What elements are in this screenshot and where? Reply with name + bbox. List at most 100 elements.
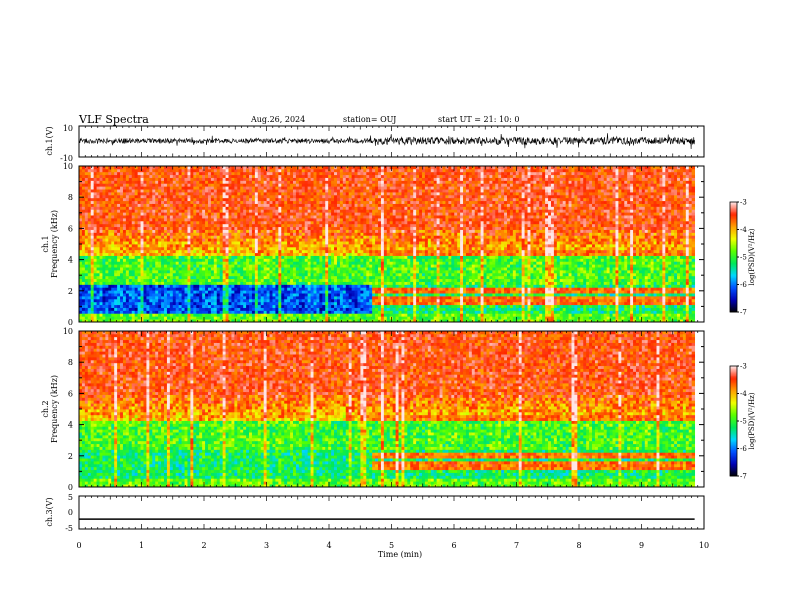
spectrogram-cell (178, 189, 182, 193)
spectrogram-cell (219, 183, 224, 187)
spectrogram-cell (190, 270, 194, 274)
spectrogram-cell (287, 313, 291, 317)
spectrogram-cell (81, 252, 86, 256)
spectrogram-cell (87, 226, 92, 230)
spectrogram-cell (293, 258, 297, 262)
spectrogram-cell (134, 232, 139, 236)
spectrogram-cell (178, 310, 182, 314)
spectrogram-cell (219, 174, 224, 178)
spectrogram-cell (149, 264, 153, 268)
spectrogram-cell (190, 229, 194, 233)
spectrogram-cell (328, 183, 332, 187)
spectrogram-cell (240, 194, 244, 199)
spectrogram-cell (128, 171, 133, 176)
spectrogram-cell (275, 166, 279, 170)
spectrogram-cell (187, 293, 191, 297)
spectrogram-cell (172, 212, 177, 216)
spectrogram-cell (272, 316, 276, 320)
spectrogram-cell (281, 192, 285, 196)
spectrogram-cell (96, 180, 100, 184)
spectrogram-cell (307, 203, 311, 207)
spectrogram-cell (134, 200, 139, 204)
spectrogram-cell (295, 200, 300, 204)
spectrogram-cell (287, 189, 291, 193)
spectrogram-cell (125, 278, 130, 282)
spectrogram-cell (263, 180, 268, 184)
spectrogram-cell (284, 272, 288, 277)
spectrogram-cell (193, 307, 197, 311)
spectrogram-cell (99, 249, 103, 254)
spectrogram-cell (325, 298, 329, 303)
spectrogram-cell (146, 287, 150, 291)
spectrogram-cell (339, 226, 344, 230)
spectrogram-cell (105, 209, 109, 213)
spectrogram-cell (205, 264, 209, 268)
spectrogram-cell (143, 270, 147, 274)
spectrogram-cell (111, 278, 115, 282)
spectrogram-cell (128, 287, 133, 291)
spectrogram-cell (178, 168, 182, 173)
spectrogram-cell (102, 177, 106, 181)
spectrogram-cell (287, 255, 291, 259)
spectrogram-cell (122, 264, 127, 268)
spectrogram-cell (164, 241, 168, 245)
spectrogram-cell (87, 192, 92, 196)
spectrogram-cell (155, 281, 159, 285)
spectrogram-cell (295, 241, 300, 245)
spectrogram-cell (342, 226, 347, 230)
spectrogram-cell (146, 270, 150, 274)
spectrogram-cell (164, 249, 168, 254)
spectrogram-cell (131, 192, 136, 196)
spectrogram-cell (117, 246, 121, 251)
spectrogram-cell (190, 296, 194, 300)
spectrogram-cell (260, 229, 265, 233)
spectrogram-cell (342, 316, 347, 320)
spectrogram-cell (272, 301, 276, 306)
spectrogram-cell (93, 212, 97, 216)
spectrogram-cell (90, 206, 95, 210)
spectrogram-cell (345, 171, 350, 176)
spectrogram-cell (293, 281, 297, 285)
spectrogram-cell (243, 206, 247, 210)
spectrogram-cell (199, 298, 203, 303)
spectrogram-cell (90, 284, 95, 288)
spectrogram-cell (166, 252, 171, 256)
spectrogram-cell (169, 319, 174, 323)
spectrogram-cell (298, 180, 303, 184)
spectrogram-cell (243, 255, 247, 259)
spectrogram-cell (181, 171, 185, 176)
spectrogram-cell (281, 209, 285, 213)
spectrogram-cell (231, 226, 235, 230)
spectrogram-cell (295, 223, 300, 228)
spectrogram-cell (251, 255, 256, 259)
spectrogram-cell (310, 301, 314, 306)
spectrogram-cell (93, 293, 97, 297)
spectrogram-cell (117, 203, 121, 207)
spectrogram-cell (339, 244, 344, 248)
spectrogram-cell (278, 298, 282, 303)
spectrogram-cell (240, 244, 244, 248)
spectrogram-cell (161, 209, 165, 213)
spectrogram-cell (143, 281, 147, 285)
spectrogram-cell (339, 255, 344, 259)
spectrogram-cell (96, 238, 100, 242)
spectrogram-cell (304, 220, 309, 225)
spectrogram-cell (108, 275, 112, 280)
spectrogram-cell (140, 278, 144, 282)
spectrogram-cell (90, 255, 95, 259)
spectrogram-cell (213, 264, 218, 268)
spectrogram-cell (187, 284, 191, 288)
spectrogram-cell (131, 226, 136, 230)
spectrogram-cell (310, 249, 314, 254)
spectrogram-cell (210, 226, 215, 230)
spectrogram-cell (149, 174, 153, 178)
spectrogram-cell (161, 284, 165, 288)
spectrogram-cell (102, 249, 106, 254)
spectrogram-cell (149, 232, 153, 236)
spectrogram-cell (158, 183, 162, 187)
spectrogram-cell (219, 209, 224, 213)
spectrogram-cell (190, 293, 194, 297)
spectrogram-cell (316, 275, 320, 280)
spectrogram-cell (193, 246, 197, 251)
spectrogram-cell (307, 220, 311, 225)
